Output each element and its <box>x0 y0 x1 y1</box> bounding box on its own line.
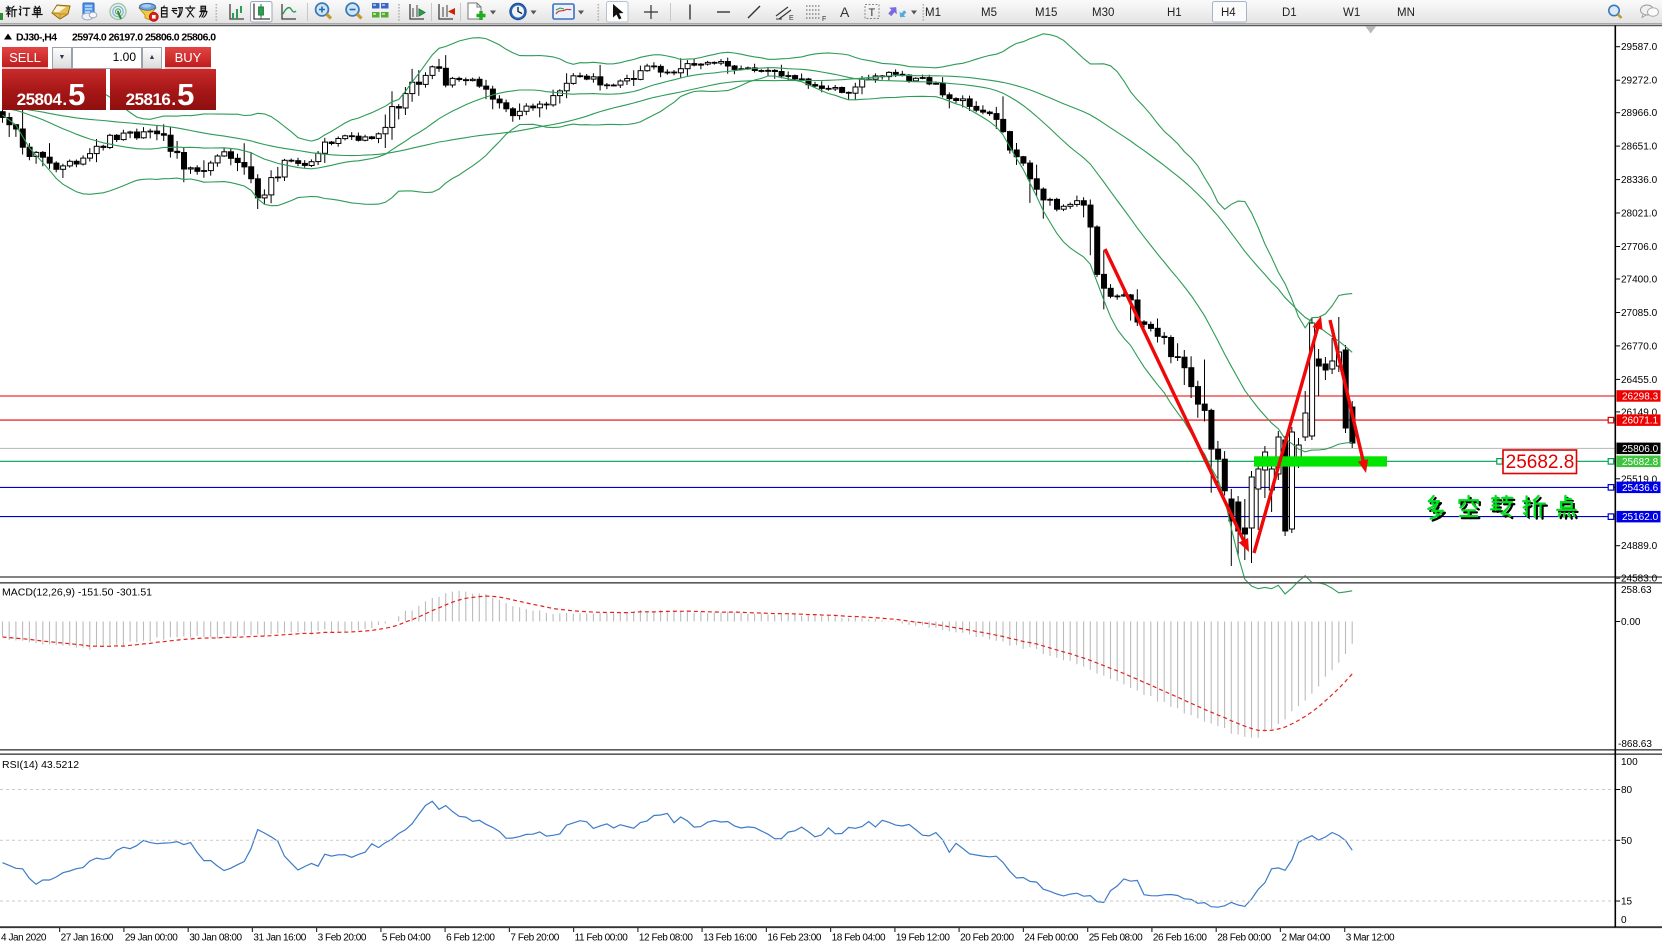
svg-text:28 Feb 00:00: 28 Feb 00:00 <box>1217 933 1271 944</box>
svg-text:29272.0: 29272.0 <box>1621 76 1658 87</box>
svg-text:H4: H4 <box>1221 7 1236 19</box>
svg-text:T: T <box>869 7 876 19</box>
svg-text:16 Feb 23:00: 16 Feb 23:00 <box>767 933 821 944</box>
svg-text:6 Feb 12:00: 6 Feb 12:00 <box>446 933 495 944</box>
svg-text:27706.0: 27706.0 <box>1621 242 1658 253</box>
svg-text:50: 50 <box>1621 836 1633 847</box>
svg-text:30 Jan 08:00: 30 Jan 08:00 <box>189 933 242 944</box>
svg-text:25682.8: 25682.8 <box>1506 452 1575 473</box>
svg-text:26455.0: 26455.0 <box>1621 375 1658 386</box>
svg-text:3 Mar 12:00: 3 Mar 12:00 <box>1346 933 1395 944</box>
svg-text:DJ30-,H4: DJ30-,H4 <box>16 32 57 44</box>
svg-text:M30: M30 <box>1092 7 1114 19</box>
svg-text:25806.0: 25806.0 <box>1622 444 1659 455</box>
svg-text:20 Feb 20:00: 20 Feb 20:00 <box>960 933 1014 944</box>
svg-text:15: 15 <box>1621 897 1633 908</box>
svg-text:26 Feb 16:00: 26 Feb 16:00 <box>1153 933 1207 944</box>
svg-text:24889.0: 24889.0 <box>1621 541 1658 552</box>
svg-text:80: 80 <box>1621 785 1633 796</box>
svg-text:258.63: 258.63 <box>1621 585 1652 596</box>
svg-text:F: F <box>822 16 826 23</box>
svg-text:H1: H1 <box>1167 7 1182 19</box>
svg-text:19 Feb 12:00: 19 Feb 12:00 <box>896 933 950 944</box>
svg-text:25519.0: 25519.0 <box>1621 474 1658 485</box>
svg-text:5 Feb 04:00: 5 Feb 04:00 <box>382 933 431 944</box>
svg-text:18 Feb 04:00: 18 Feb 04:00 <box>832 933 886 944</box>
svg-text:25682.8: 25682.8 <box>1622 457 1659 468</box>
svg-text:24583.0: 24583.0 <box>1621 574 1658 585</box>
svg-text:29 Jan 00:00: 29 Jan 00:00 <box>125 933 178 944</box>
svg-text:26298.3: 26298.3 <box>1622 392 1659 403</box>
svg-text:25 Feb 08:00: 25 Feb 08:00 <box>1089 933 1143 944</box>
svg-text:3 Feb 20:00: 3 Feb 20:00 <box>318 933 367 944</box>
svg-text:29587.0: 29587.0 <box>1621 42 1658 53</box>
svg-text:27085.0: 27085.0 <box>1621 308 1658 319</box>
svg-text:2 Mar 04:00: 2 Mar 04:00 <box>1281 933 1330 944</box>
svg-text:28336.0: 28336.0 <box>1621 175 1658 186</box>
svg-text:M15: M15 <box>1035 7 1057 19</box>
svg-text:RSI(14) 43.5212: RSI(14) 43.5212 <box>2 759 79 771</box>
svg-text:13 Feb 16:00: 13 Feb 16:00 <box>703 933 757 944</box>
svg-text:25974.0 26197.0 25806.0 25806.: 25974.0 26197.0 25806.0 25806.0 <box>72 32 216 44</box>
svg-text:0.00: 0.00 <box>1621 617 1641 628</box>
svg-text:D1: D1 <box>1282 7 1297 19</box>
svg-text:E: E <box>789 15 794 22</box>
svg-text:31 Jan 16:00: 31 Jan 16:00 <box>253 933 306 944</box>
svg-text:27400.0: 27400.0 <box>1621 275 1658 286</box>
svg-text:MACD(12,26,9) -151.50 -301.51: MACD(12,26,9) -151.50 -301.51 <box>2 587 152 599</box>
svg-text:26770.0: 26770.0 <box>1621 341 1658 352</box>
svg-text:27 Jan 16:00: 27 Jan 16:00 <box>61 933 114 944</box>
svg-text:25436.6: 25436.6 <box>1622 483 1659 494</box>
svg-text:25162.0: 25162.0 <box>1622 512 1659 523</box>
svg-text:28966.0: 28966.0 <box>1621 108 1658 119</box>
svg-text:4 Jan 2020: 4 Jan 2020 <box>1 933 47 944</box>
svg-text:W1: W1 <box>1343 7 1360 19</box>
svg-text:28651.0: 28651.0 <box>1621 142 1658 153</box>
svg-text:MN: MN <box>1397 7 1415 19</box>
svg-text:11 Feb 00:00: 11 Feb 00:00 <box>575 933 629 944</box>
svg-text:M1: M1 <box>925 7 941 19</box>
svg-text:-868.63: -868.63 <box>1618 739 1652 750</box>
svg-text:A: A <box>840 4 850 20</box>
svg-text:0: 0 <box>1621 915 1627 926</box>
svg-text:26071.1: 26071.1 <box>1622 416 1659 427</box>
svg-text:12 Feb 08:00: 12 Feb 08:00 <box>639 933 693 944</box>
svg-text:28021.0: 28021.0 <box>1621 209 1658 220</box>
svg-text:26149.0: 26149.0 <box>1621 407 1658 418</box>
svg-text:M5: M5 <box>981 7 997 19</box>
svg-text:100: 100 <box>1621 757 1638 768</box>
svg-text:7 Feb 20:00: 7 Feb 20:00 <box>510 933 559 944</box>
svg-text:24 Feb 00:00: 24 Feb 00:00 <box>1024 933 1078 944</box>
